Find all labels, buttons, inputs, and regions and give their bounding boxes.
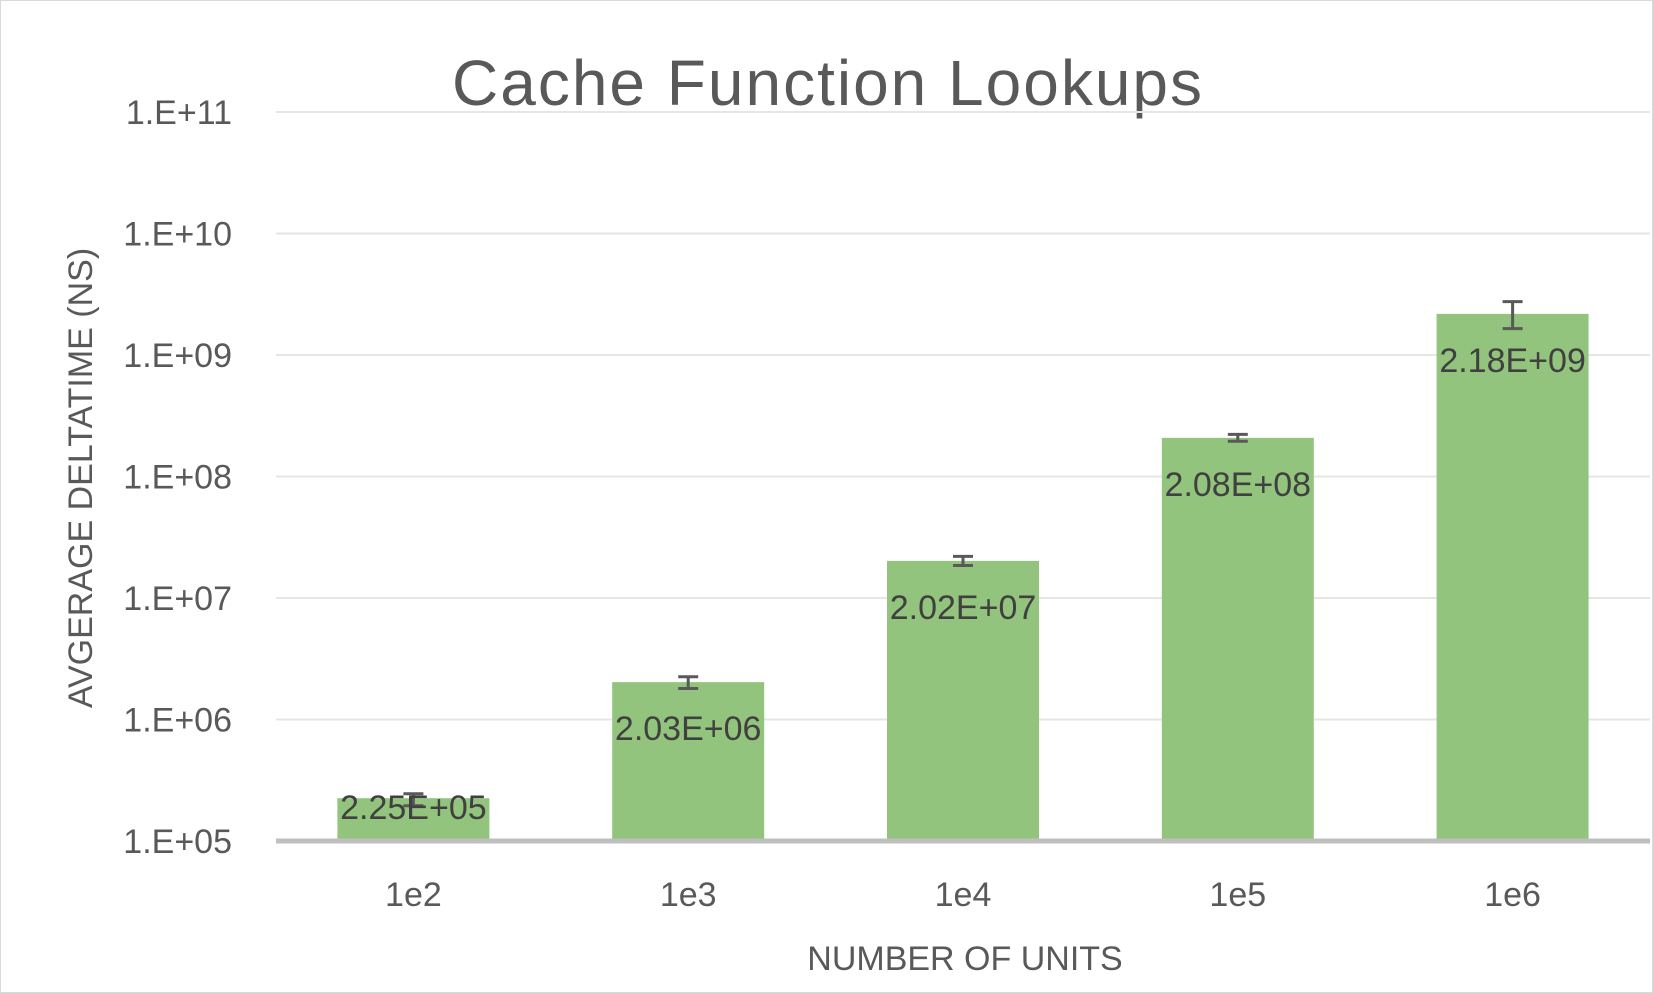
data-labels: 2.25E+05 2.03E+06 2.02E+07 2.08E+08 2.18E+09 xyxy=(340,342,1586,827)
y-tick-label: 1.E+11 xyxy=(126,94,232,132)
y-tick-label: 1.E+09 xyxy=(123,337,232,375)
y-axis-ticks: 1.E+05 1.E+06 1.E+07 1.E+08 1.E+09 1.E+10 1.E+… xyxy=(123,94,232,861)
x-tick-label-1e3: 1e3 xyxy=(660,876,717,914)
x-tick-label-1e4: 1e4 xyxy=(935,876,992,914)
y-tick-label: 1.E+08 xyxy=(123,459,232,497)
error-bar-1e3 xyxy=(678,675,699,690)
bar-1e3 xyxy=(612,682,765,841)
error-bar-1e4 xyxy=(953,554,973,568)
error-bars xyxy=(403,300,1523,808)
y-axis-label: AVGERAGE DELTATIME (NS) xyxy=(62,248,100,708)
data-label-1e2: 2.25E+05 xyxy=(340,789,487,827)
x-axis-label: NUMBER OF UNITS xyxy=(807,940,1122,978)
data-label-1e3: 2.03E+06 xyxy=(615,710,762,748)
y-tick-label: 1.E+10 xyxy=(123,216,232,254)
data-label-1e6: 2.18E+09 xyxy=(1439,342,1586,380)
x-tick-label-1e2: 1e2 xyxy=(385,876,442,914)
y-tick-label: 1.E+05 xyxy=(123,823,232,861)
data-label-1e4: 2.02E+07 xyxy=(890,589,1037,627)
error-bar-1e5 xyxy=(1227,432,1248,443)
chart-title: Cache Function Lookups xyxy=(452,47,1204,119)
bars xyxy=(337,313,1589,841)
x-tick-label-1e6: 1e6 xyxy=(1484,876,1541,914)
gridlines xyxy=(276,111,1650,721)
data-label-1e5: 2.08E+08 xyxy=(1165,466,1312,504)
error-bar-1e6 xyxy=(1502,300,1523,331)
x-axis-ticks: 1e2 1e3 1e4 1e5 1e6 xyxy=(385,876,1541,914)
bar-1e6 xyxy=(1436,313,1589,841)
x-tick-label-1e5: 1e5 xyxy=(1209,876,1266,914)
error-bar-1e2 xyxy=(403,792,424,808)
y-tick-label: 1.E+06 xyxy=(123,702,232,740)
y-tick-label: 1.E+07 xyxy=(123,580,232,618)
bar-1e5 xyxy=(1161,437,1314,841)
bar-1e4 xyxy=(887,560,1039,841)
